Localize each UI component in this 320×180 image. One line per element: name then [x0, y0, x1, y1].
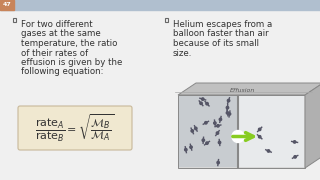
Text: because of its small: because of its small — [173, 39, 259, 48]
Circle shape — [190, 146, 192, 148]
Text: size.: size. — [173, 48, 192, 57]
Circle shape — [226, 112, 229, 114]
Circle shape — [294, 156, 296, 158]
Circle shape — [202, 98, 204, 100]
Polygon shape — [238, 96, 304, 167]
Circle shape — [195, 127, 197, 130]
Circle shape — [232, 130, 244, 143]
Text: following equation:: following equation: — [21, 68, 103, 76]
Bar — [164, 18, 168, 21]
Text: 47: 47 — [3, 3, 12, 8]
FancyBboxPatch shape — [18, 106, 132, 150]
Circle shape — [217, 161, 220, 164]
Circle shape — [259, 128, 261, 131]
Text: Effusion: Effusion — [230, 88, 256, 93]
Text: gases at the same: gases at the same — [21, 30, 101, 39]
Text: $\dfrac{\mathrm{rate}_A}{\mathrm{rate}_B} = \sqrt{\dfrac{\mathcal{M}_B}{\mathcal: $\dfrac{\mathrm{rate}_A}{\mathrm{rate}_B… — [36, 112, 115, 144]
Circle shape — [259, 136, 261, 138]
Bar — [0, 0, 320, 10]
Polygon shape — [179, 96, 238, 167]
Circle shape — [228, 99, 230, 102]
Bar — [12, 18, 16, 21]
Text: of their rates of: of their rates of — [21, 48, 88, 57]
Text: balloon faster than air: balloon faster than air — [173, 30, 268, 39]
Polygon shape — [178, 95, 305, 168]
Polygon shape — [305, 83, 320, 168]
Text: effusion is given by the: effusion is given by the — [21, 58, 122, 67]
Circle shape — [185, 148, 187, 151]
Circle shape — [205, 122, 207, 124]
Circle shape — [206, 102, 208, 105]
Circle shape — [216, 132, 219, 134]
Circle shape — [214, 122, 216, 124]
Circle shape — [267, 150, 270, 152]
Circle shape — [217, 125, 219, 127]
Circle shape — [200, 102, 202, 104]
Bar — [0, 0, 14, 10]
Polygon shape — [178, 83, 320, 95]
Circle shape — [202, 139, 204, 141]
Text: For two different: For two different — [21, 20, 92, 29]
Circle shape — [218, 141, 221, 144]
Circle shape — [293, 141, 296, 143]
Circle shape — [219, 118, 222, 121]
Text: Helium escapes from a: Helium escapes from a — [173, 20, 272, 29]
FancyArrowPatch shape — [233, 133, 253, 140]
Circle shape — [206, 142, 208, 144]
Text: temperature, the ratio: temperature, the ratio — [21, 39, 117, 48]
Circle shape — [226, 106, 229, 109]
Circle shape — [191, 130, 194, 132]
Circle shape — [228, 113, 231, 115]
